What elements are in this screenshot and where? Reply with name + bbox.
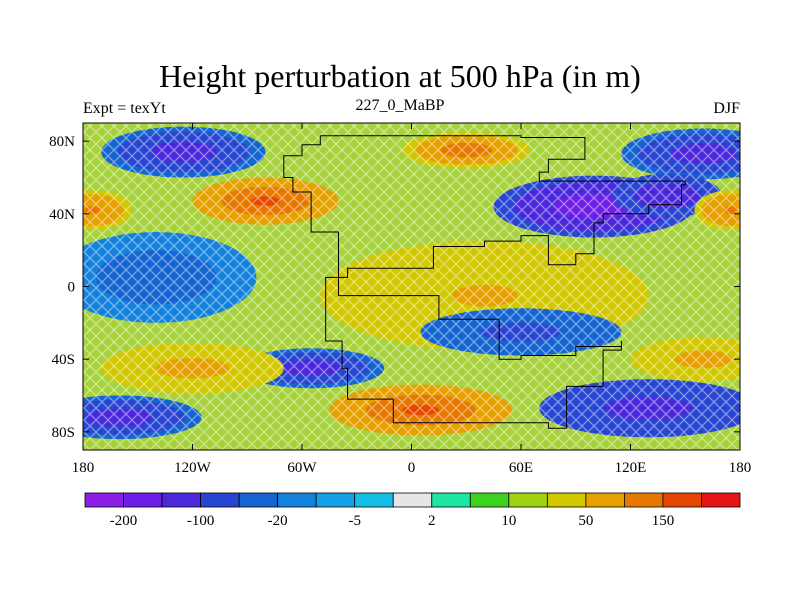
colorbar-label: -200	[110, 513, 138, 529]
colorbar-swatch	[161, 492, 201, 508]
colorbar-label: 50	[578, 513, 593, 529]
contour-field	[82, 122, 741, 451]
colorbar-label: -20	[268, 513, 288, 529]
colorbar-swatch	[546, 492, 587, 508]
x-tick-label: 180	[729, 460, 752, 476]
colorbar-swatch	[315, 492, 356, 508]
colorbar-swatch	[431, 492, 471, 508]
colorbar-swatch	[84, 492, 124, 508]
colorbar-label: -100	[187, 513, 215, 529]
colorbar-swatch	[469, 492, 510, 508]
continent-outline	[283, 135, 686, 429]
season-label: DJF	[713, 100, 740, 117]
colorbar-label: 2	[428, 513, 436, 529]
colorbar-swatch	[238, 492, 279, 508]
y-tick-label: 80N	[49, 134, 75, 150]
colorbar-swatch	[662, 492, 702, 508]
colorbar-label: 150	[652, 513, 675, 529]
hatch-overlay	[83, 123, 740, 450]
map-title: Height perturbation at 500 hPa (in m)	[159, 58, 641, 94]
x-tick-label: 180	[72, 460, 95, 476]
x-tick-label: 60E	[509, 460, 533, 476]
colorbar-swatch	[624, 492, 664, 508]
x-tick-label: 120E	[615, 460, 647, 476]
x-tick-label: 0	[408, 460, 416, 476]
colorbar-label: 10	[501, 513, 516, 529]
colorbar-swatch	[508, 492, 548, 508]
time-label: 227_0_MaBP	[355, 97, 445, 114]
colorbar-swatch	[701, 492, 741, 508]
colorbar-swatch	[123, 492, 163, 508]
colorbar: -200 -100 -20 -5 2 10 50 150	[84, 492, 741, 529]
colorbar-label: -5	[348, 513, 361, 529]
y-tick-label: 0	[68, 280, 76, 296]
colorbar-swatch	[277, 492, 317, 508]
x-tick-label: 60W	[287, 460, 317, 476]
y-tick-label: 80S	[52, 425, 75, 441]
colorbar-swatch	[354, 492, 394, 508]
y-tick-label: 40S	[52, 352, 75, 368]
colorbar-swatch	[585, 492, 625, 508]
colorbar-swatch	[200, 492, 240, 508]
x-tick-label: 120W	[174, 460, 212, 476]
experiment-label: Expt = texYt	[83, 100, 166, 117]
map-axes: 80N 40N 0 40S 80S 180 120W 60W 0 60E 120E 180	[49, 123, 751, 476]
colorbar-swatch	[392, 492, 433, 508]
y-tick-label: 40N	[49, 207, 75, 223]
